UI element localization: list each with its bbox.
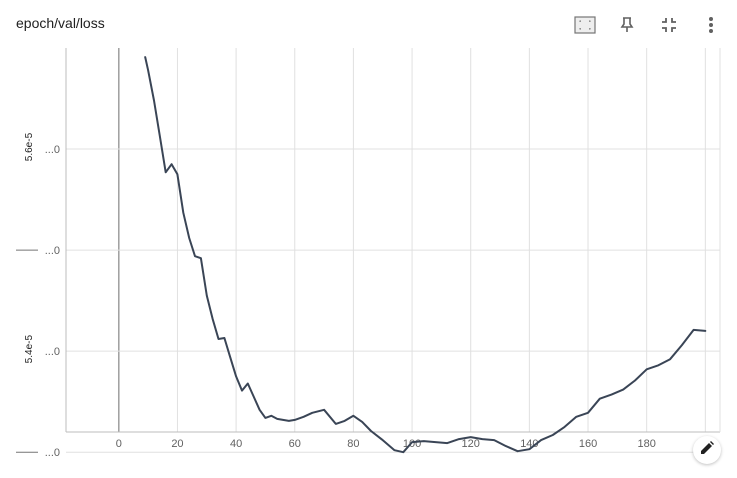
more-vert-icon — [708, 16, 714, 34]
card-toolbar — [569, 12, 727, 38]
x-tick-label: 40 — [230, 438, 242, 450]
x-tick-label: 80 — [347, 438, 359, 450]
pin-button[interactable] — [611, 12, 643, 38]
y-group-label: 5.6e-5 — [24, 132, 35, 161]
fit-to-data-icon — [574, 16, 596, 34]
x-tick-label: 140 — [520, 438, 538, 450]
y-group-label: 5.4e-5 — [24, 335, 35, 364]
x-tick-label: 60 — [289, 438, 301, 450]
collapse-button[interactable] — [653, 12, 685, 38]
y-tick-label: ...0 — [45, 447, 60, 459]
x-tick-label: 180 — [638, 438, 656, 450]
pin-icon — [620, 17, 634, 33]
grid-layer — [66, 48, 720, 453]
x-tick-label: 120 — [462, 438, 480, 450]
card-title: epoch/val/loss — [16, 15, 105, 31]
x-tick-label: 0 — [116, 438, 122, 450]
more-options-button[interactable] — [695, 12, 727, 38]
y-tick-label: ...0 — [45, 144, 60, 156]
collapse-icon — [661, 17, 677, 33]
y-tick-label: ...0 — [45, 245, 60, 257]
y-tick-label: ...0 — [45, 346, 60, 358]
series-line — [144, 56, 707, 454]
x-tick-label: 20 — [171, 438, 183, 450]
series-layer — [144, 56, 707, 454]
x-tick-labels: 020406080100120140160180200 — [116, 438, 715, 450]
pencil-icon — [700, 440, 714, 460]
x-tick-label: 160 — [579, 438, 597, 450]
y-tick-labels: ...0 5.6e-5 ...0 ...0 5.4e-5 ...0 — [16, 132, 60, 459]
axis-layer — [65, 48, 721, 433]
fit-to-data-button[interactable] — [569, 12, 601, 38]
edit-button[interactable] — [693, 436, 721, 464]
